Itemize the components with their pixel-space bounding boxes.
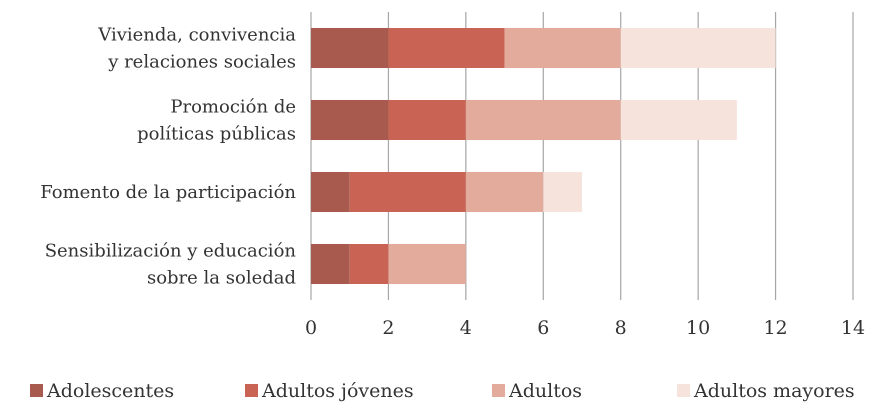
legend-swatch-1 [245,384,258,397]
bar-3-1 [349,244,389,284]
legend-label-1: Adultos jóvenes [261,380,414,402]
legend-label-2: Adultos [508,380,582,402]
x-tick-label-1: 2 [382,317,394,339]
bar-1-3 [620,100,737,140]
legend-swatch-0 [30,384,43,397]
bar-0-0 [311,28,389,68]
legend-label-3: Adultos mayores [693,380,855,402]
x-tick-label-3: 6 [537,317,549,339]
category-labels: Vivienda, convivencia y relaciones social… [40,25,296,289]
bar-2-0 [311,172,350,212]
legend-item-0: Adolescentes [30,380,174,402]
category-label-0-1: y relaciones sociales [107,52,296,73]
category-label-3-1: sobre la soledad [147,268,296,289]
category-label-2-0: Fomento de la participación [40,182,296,203]
x-tick-label-6: 12 [763,317,787,339]
category-label-1-0: Promoción de [170,97,296,118]
legend-item-3: Adultos mayores [677,380,855,402]
bar-3-2 [388,244,466,284]
x-tick-label-0: 0 [305,317,317,339]
x-tick-label-2: 4 [460,317,472,339]
bars [311,28,776,284]
bar-1-2 [465,100,621,140]
bar-0-1 [388,28,505,68]
bar-0-2 [504,28,621,68]
category-label-1-1: políticas públicas [137,124,296,145]
legend-swatch-3 [677,384,690,397]
legend-swatch-2 [492,384,505,397]
bar-2-2 [465,172,544,212]
bar-2-1 [349,172,466,212]
category-label-3-0: Sensibilización y educación [45,241,297,262]
bar-1-0 [311,100,389,140]
category-label-0-0: Vivienda, convivencia [97,25,296,46]
legend-item-1: Adultos jóvenes [245,380,414,402]
x-tick-label-7: 14 [841,317,865,339]
bar-2-3 [543,172,582,212]
x-axis-tick-labels: 0 2 4 6 8 10 12 14 [305,317,865,339]
legend: Adolescentes Adultos jóvenes Adultos Adulto… [30,380,855,402]
bar-0-3 [620,28,776,68]
x-tick-label-5: 10 [686,317,710,339]
legend-item-2: Adultos [492,380,582,402]
x-tick-label-4: 8 [615,317,627,339]
bar-3-0 [311,244,350,284]
bar-1-1 [388,100,466,140]
legend-label-0: Adolescentes [46,380,174,402]
